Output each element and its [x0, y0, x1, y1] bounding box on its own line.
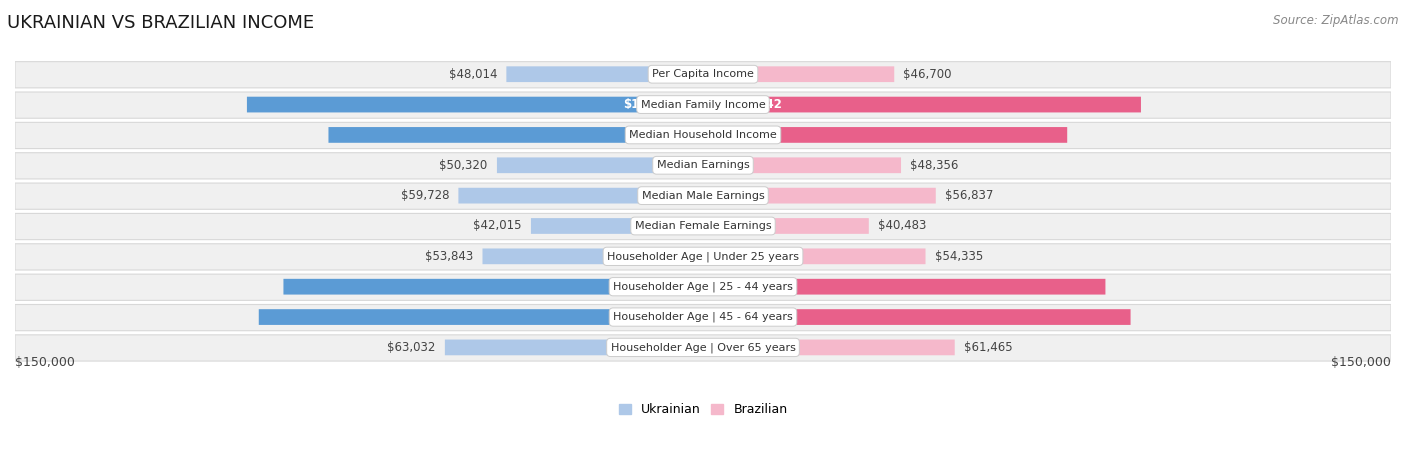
Text: Householder Age | Under 25 years: Householder Age | Under 25 years — [607, 251, 799, 262]
Text: $40,483: $40,483 — [877, 219, 927, 233]
FancyBboxPatch shape — [703, 248, 925, 264]
Text: UKRAINIAN VS BRAZILIAN INCOME: UKRAINIAN VS BRAZILIAN INCOME — [7, 14, 314, 32]
FancyBboxPatch shape — [15, 213, 1391, 240]
Text: $104,408: $104,408 — [720, 311, 782, 324]
Text: Median Earnings: Median Earnings — [657, 160, 749, 170]
Text: $46,700: $46,700 — [904, 68, 952, 81]
Text: $106,942: $106,942 — [720, 98, 782, 111]
Text: Householder Age | 45 - 64 years: Householder Age | 45 - 64 years — [613, 312, 793, 322]
Legend: Ukrainian, Brazilian: Ukrainian, Brazilian — [613, 398, 793, 421]
Text: Householder Age | 25 - 44 years: Householder Age | 25 - 44 years — [613, 282, 793, 292]
Text: $63,032: $63,032 — [387, 341, 436, 354]
FancyBboxPatch shape — [482, 248, 703, 264]
FancyBboxPatch shape — [15, 274, 1391, 300]
FancyBboxPatch shape — [703, 340, 955, 355]
FancyBboxPatch shape — [496, 157, 703, 173]
FancyBboxPatch shape — [703, 97, 1140, 113]
FancyBboxPatch shape — [703, 127, 1067, 143]
FancyBboxPatch shape — [703, 188, 936, 204]
Text: Householder Age | Over 65 years: Householder Age | Over 65 years — [610, 342, 796, 353]
Text: $150,000: $150,000 — [1331, 356, 1391, 369]
Text: $111,368: $111,368 — [623, 98, 685, 111]
Text: Median Household Income: Median Household Income — [628, 130, 778, 140]
FancyBboxPatch shape — [15, 122, 1391, 149]
Text: $56,837: $56,837 — [945, 189, 994, 202]
FancyBboxPatch shape — [703, 66, 894, 82]
Text: $88,934: $88,934 — [717, 128, 772, 142]
FancyBboxPatch shape — [703, 309, 1130, 325]
Text: $54,335: $54,335 — [935, 250, 983, 263]
FancyBboxPatch shape — [703, 157, 901, 173]
Text: $108,475: $108,475 — [623, 311, 685, 324]
Text: $50,320: $50,320 — [440, 159, 488, 172]
FancyBboxPatch shape — [15, 153, 1391, 179]
Text: Median Male Earnings: Median Male Earnings — [641, 191, 765, 201]
FancyBboxPatch shape — [531, 218, 703, 234]
Text: $98,267: $98,267 — [718, 280, 773, 293]
Text: $59,728: $59,728 — [401, 189, 449, 202]
FancyBboxPatch shape — [247, 97, 703, 113]
Text: Median Family Income: Median Family Income — [641, 99, 765, 110]
Text: $53,843: $53,843 — [425, 250, 474, 263]
Text: Source: ZipAtlas.com: Source: ZipAtlas.com — [1274, 14, 1399, 27]
Text: $102,451: $102,451 — [624, 280, 686, 293]
FancyBboxPatch shape — [458, 188, 703, 204]
FancyBboxPatch shape — [15, 304, 1391, 331]
Text: $48,356: $48,356 — [910, 159, 959, 172]
Text: Per Capita Income: Per Capita Income — [652, 69, 754, 79]
FancyBboxPatch shape — [15, 92, 1391, 118]
FancyBboxPatch shape — [15, 244, 1391, 270]
FancyBboxPatch shape — [15, 183, 1391, 209]
FancyBboxPatch shape — [329, 127, 703, 143]
FancyBboxPatch shape — [703, 279, 1105, 295]
FancyBboxPatch shape — [444, 340, 703, 355]
FancyBboxPatch shape — [259, 309, 703, 325]
Text: $61,465: $61,465 — [965, 341, 1012, 354]
Text: $42,015: $42,015 — [474, 219, 522, 233]
FancyBboxPatch shape — [15, 62, 1391, 88]
Text: Median Female Earnings: Median Female Earnings — [634, 221, 772, 231]
FancyBboxPatch shape — [703, 218, 869, 234]
Text: $150,000: $150,000 — [15, 356, 75, 369]
FancyBboxPatch shape — [15, 335, 1391, 361]
FancyBboxPatch shape — [506, 66, 703, 82]
FancyBboxPatch shape — [284, 279, 703, 295]
Text: $48,014: $48,014 — [449, 68, 498, 81]
Text: $91,456: $91,456 — [634, 128, 688, 142]
